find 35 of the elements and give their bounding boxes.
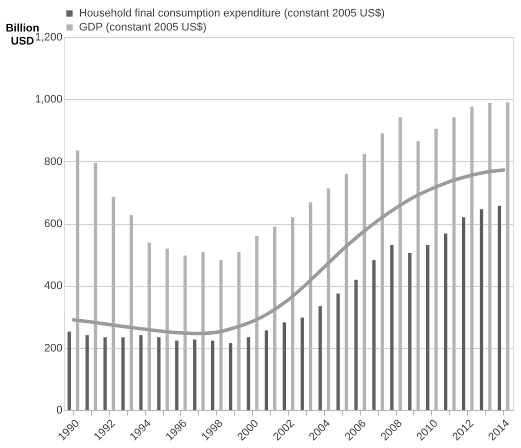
bar bbox=[354, 280, 358, 410]
bar bbox=[210, 340, 214, 410]
y-tick-label: 1,200 bbox=[34, 32, 62, 44]
bar bbox=[498, 206, 502, 410]
bar bbox=[157, 337, 161, 410]
legend-label: Household final consumption expenditure (constant 2005 US$) bbox=[79, 8, 385, 20]
bar bbox=[175, 340, 178, 410]
bar bbox=[408, 253, 412, 410]
bar bbox=[139, 335, 143, 410]
y-tick-label: 600 bbox=[44, 218, 62, 230]
y-tick-label: 1,000 bbox=[34, 94, 62, 106]
bar bbox=[300, 318, 304, 410]
bar bbox=[480, 209, 484, 410]
bar bbox=[193, 339, 196, 410]
bar bbox=[336, 293, 340, 410]
bar bbox=[426, 244, 430, 410]
bar bbox=[462, 217, 466, 410]
bar bbox=[246, 337, 250, 410]
bar bbox=[390, 244, 394, 410]
bar bbox=[372, 260, 376, 410]
bar bbox=[228, 343, 232, 410]
y-tick-label: 200 bbox=[44, 342, 62, 354]
bar bbox=[264, 330, 268, 410]
bar bbox=[68, 332, 71, 410]
bar bbox=[282, 322, 286, 410]
bar bbox=[121, 337, 125, 410]
y-tick-label: 800 bbox=[44, 156, 62, 168]
y-tick-label: 0 bbox=[56, 404, 62, 416]
bar bbox=[318, 306, 322, 410]
bar bbox=[444, 233, 448, 410]
bar bbox=[103, 337, 107, 410]
bar bbox=[86, 335, 89, 410]
line-series bbox=[72, 168, 506, 336]
y-tick-label: 400 bbox=[44, 280, 62, 292]
legend-label: GDP (constant 2005 US$) bbox=[79, 22, 207, 34]
